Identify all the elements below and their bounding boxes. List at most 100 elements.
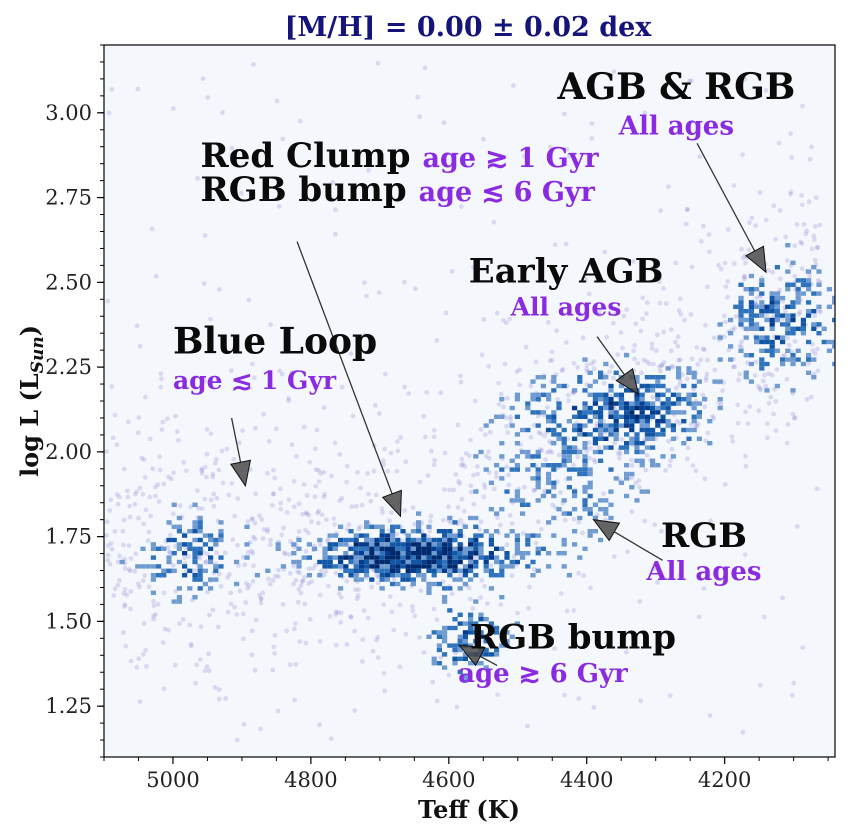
scatter-point <box>417 479 423 485</box>
scatter-point <box>274 98 280 104</box>
scatter-point <box>571 360 577 366</box>
density-cell <box>390 542 396 547</box>
scatter-point <box>265 470 270 476</box>
density-cell <box>353 568 359 573</box>
density-cell <box>598 432 604 437</box>
scatter-point <box>307 459 313 465</box>
density-cell <box>759 309 765 314</box>
scatter-point <box>591 457 597 463</box>
density-cell <box>348 559 354 565</box>
scatter-point <box>609 364 615 369</box>
scatter-point <box>306 581 312 586</box>
scatter-point <box>210 607 216 613</box>
density-cell <box>624 414 630 419</box>
scatter-point <box>273 426 279 432</box>
scatter-point <box>162 626 168 632</box>
density-cell <box>780 295 786 301</box>
density-cell <box>140 546 146 551</box>
scatter-point <box>773 236 778 242</box>
scatter-point <box>147 436 153 442</box>
scatter-point <box>165 545 171 551</box>
scatter-point <box>576 696 582 701</box>
scatter-point <box>617 451 623 457</box>
scatter-point <box>391 627 397 633</box>
rgb-bump-arrow-line <box>479 655 498 667</box>
scatter-point <box>244 581 249 587</box>
density-cell <box>332 564 338 569</box>
scatter-point <box>291 479 297 484</box>
density-cell <box>603 507 609 512</box>
scatter-point <box>473 554 479 560</box>
density-cell <box>514 441 520 446</box>
scatter-point <box>564 608 570 614</box>
scatter-point <box>111 593 117 598</box>
density-cell <box>509 423 515 428</box>
density-cell <box>780 335 786 340</box>
scatter-point <box>140 652 146 657</box>
density-cell <box>566 485 572 490</box>
density-cell <box>748 326 754 331</box>
density-cell <box>457 559 463 565</box>
scatter-point <box>331 516 337 521</box>
scatter-point <box>316 508 322 514</box>
scatter-point <box>471 501 477 507</box>
scatter-point <box>763 383 769 389</box>
density-cell <box>442 564 448 569</box>
density-cell <box>364 537 370 543</box>
scatter-point <box>276 574 281 579</box>
density-cell <box>410 551 416 556</box>
density-cell <box>234 559 240 565</box>
density-cell <box>639 405 645 411</box>
density-cell <box>624 463 630 468</box>
density-cell <box>618 401 624 406</box>
density-cell <box>421 542 427 547</box>
scatter-point <box>243 600 249 605</box>
density-cell <box>494 559 500 565</box>
scatter-point <box>339 384 345 390</box>
density-cell <box>358 542 364 547</box>
density-cell <box>691 401 697 406</box>
red-clump-2-subtitle: age ≲ 6 Gyr <box>419 177 596 208</box>
scatter-point <box>811 233 817 239</box>
density-cell <box>509 529 515 534</box>
scatter-point <box>806 199 812 205</box>
density-cell <box>811 357 817 362</box>
density-cell <box>561 498 567 503</box>
scatter-point <box>160 419 166 425</box>
density-cell <box>353 542 359 547</box>
scatter-point <box>677 420 682 426</box>
scatter-point <box>684 207 690 212</box>
density-cell <box>769 300 775 305</box>
density-cell <box>405 564 411 569</box>
density-cell <box>494 529 500 534</box>
scatter-point <box>797 309 803 315</box>
density-cell <box>176 599 182 604</box>
scatter-point <box>637 599 643 604</box>
scatter-point <box>189 643 194 649</box>
scatter-point <box>188 504 194 510</box>
density-cell <box>790 353 796 358</box>
scatter-point <box>355 469 360 475</box>
density-cell <box>327 559 333 565</box>
scatter-point <box>358 485 364 491</box>
density-cell <box>426 555 432 560</box>
scatter-point <box>242 562 248 568</box>
density-cell <box>483 559 489 565</box>
scatter-point <box>196 506 201 511</box>
density-cell <box>452 555 458 560</box>
scatter-point <box>762 372 767 378</box>
density-cell <box>353 564 359 569</box>
scatter-point <box>338 619 344 625</box>
density-cell <box>468 546 474 551</box>
density-cell <box>535 533 541 538</box>
scatter-point <box>230 537 236 543</box>
scatter-point <box>758 387 763 393</box>
density-cell <box>790 260 796 265</box>
density-cell <box>166 555 172 560</box>
density-cell <box>468 617 474 622</box>
density-cell <box>759 361 765 367</box>
density-cell <box>603 397 609 402</box>
scatter-point <box>286 497 292 503</box>
density-cell <box>483 423 489 428</box>
scatter-point <box>157 467 163 473</box>
